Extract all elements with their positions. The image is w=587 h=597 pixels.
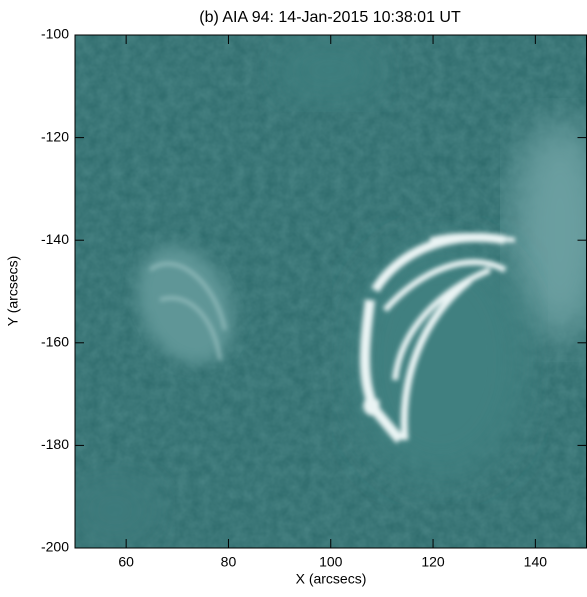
chart: (b) AIA 94: 14-Jan-2015 10:38:01 UT X (a… (0, 0, 587, 592)
y-tick-label: -140 (41, 231, 69, 247)
x-tick-label: 140 (524, 554, 548, 570)
y-tick-label: -180 (41, 436, 69, 452)
x-tick-label: 60 (118, 554, 134, 570)
x-tick-label: 100 (319, 554, 343, 570)
solar-image (65, 35, 587, 550)
x-tick-label: 120 (421, 554, 445, 570)
y-tick-label: -120 (41, 128, 69, 144)
y-axis-label: Y (arcsecs) (5, 256, 21, 327)
chart-title: (b) AIA 94: 14-Jan-2015 10:38:01 UT (199, 9, 461, 26)
x-tick-label: 80 (221, 554, 237, 570)
x-axis-label: X (arcsecs) (296, 571, 367, 587)
y-tick-label: -100 (41, 26, 69, 42)
y-tick-label: -200 (41, 539, 69, 555)
y-tick-label: -160 (41, 334, 69, 350)
